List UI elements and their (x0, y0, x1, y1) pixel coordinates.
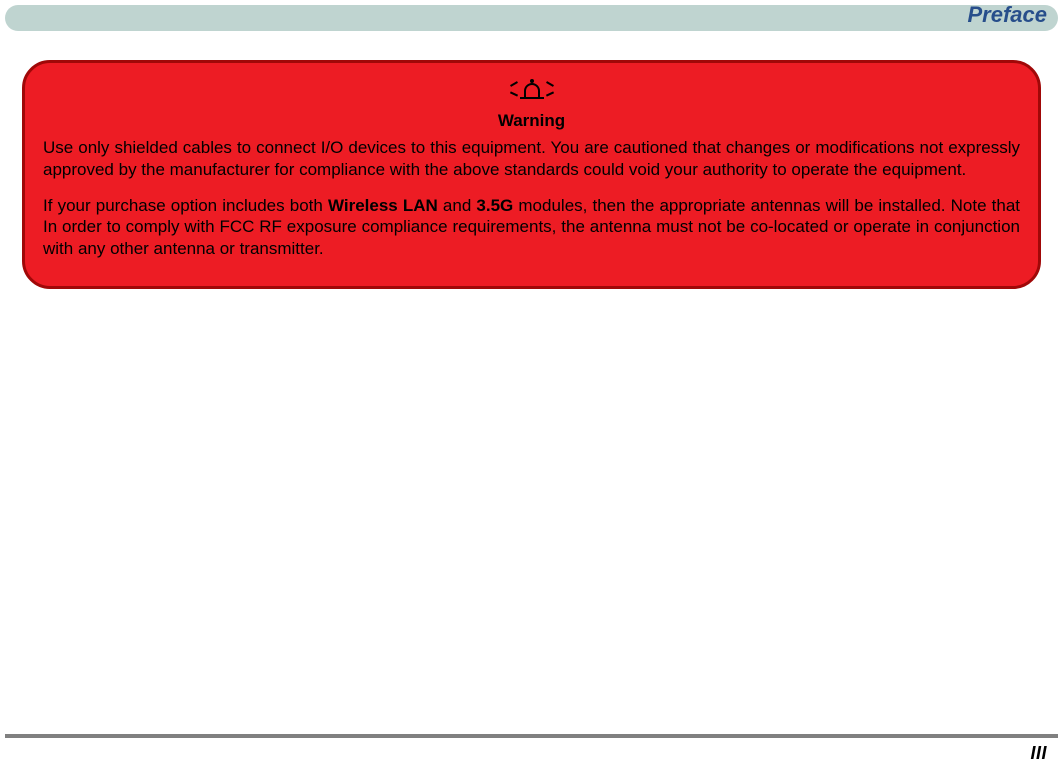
page-number: III (1030, 743, 1047, 764)
warning-body: Use only shielded cables to connect I/O … (43, 137, 1020, 260)
header-bar (5, 5, 1058, 31)
page-header-title: Preface (967, 2, 1047, 28)
footer-rule (5, 734, 1058, 738)
warning-icon-container (43, 77, 1020, 109)
warning-paragraph: Use only shielded cables to connect I/O … (43, 137, 1020, 181)
warning-callout: Warning Use only shielded cables to conn… (22, 60, 1041, 289)
warning-label: Warning (43, 111, 1020, 131)
alarm-bell-icon (510, 77, 554, 105)
warning-paragraph: If your purchase option includes both Wi… (43, 195, 1020, 260)
